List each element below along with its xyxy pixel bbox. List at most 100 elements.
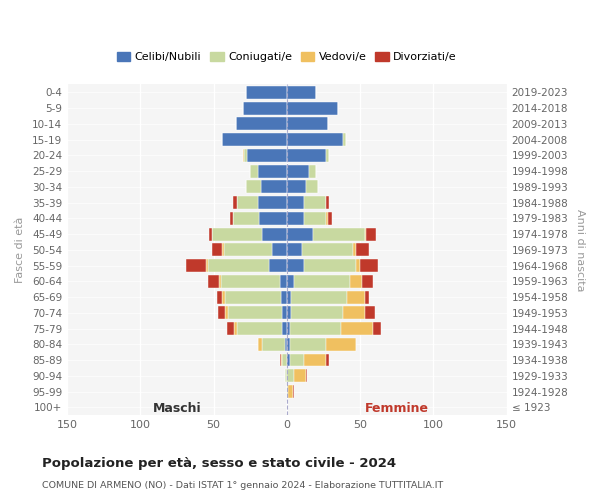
Bar [280, 275, 287, 288]
Bar [233, 212, 259, 225]
Bar [290, 338, 326, 350]
Bar [233, 196, 237, 209]
Bar [287, 149, 326, 162]
Bar [246, 86, 287, 99]
Bar [304, 212, 326, 225]
Bar [244, 149, 247, 162]
Bar [287, 275, 294, 288]
Bar [212, 228, 262, 240]
Legend: Celibi/Nubili, Coniugati/e, Vedovi/e, Divorziati/e: Celibi/Nubili, Coniugati/e, Vedovi/e, Di… [112, 47, 461, 66]
Bar [286, 338, 287, 350]
Bar [302, 244, 353, 256]
Bar [294, 275, 350, 288]
Bar [290, 322, 341, 335]
Bar [212, 244, 223, 256]
Bar [289, 385, 293, 398]
Bar [243, 149, 244, 162]
Bar [365, 290, 369, 304]
Bar [287, 290, 291, 304]
Bar [291, 290, 347, 304]
Bar [294, 370, 306, 382]
Bar [281, 354, 283, 366]
Bar [287, 385, 289, 398]
Bar [257, 338, 262, 350]
Bar [260, 180, 287, 194]
Bar [287, 370, 294, 382]
Bar [218, 306, 226, 320]
Bar [287, 338, 290, 350]
Text: COMUNE DI ARMENO (NO) - Dati ISTAT 1° gennaio 2024 - Elaborazione TUTTITALIA.IT: COMUNE DI ARMENO (NO) - Dati ISTAT 1° ge… [42, 481, 443, 490]
Bar [309, 164, 316, 177]
Bar [347, 290, 365, 304]
Bar [246, 180, 260, 194]
Bar [287, 164, 309, 177]
Bar [262, 338, 286, 350]
Bar [283, 306, 287, 320]
Text: Popolazione per età, sesso e stato civile - 2024: Popolazione per età, sesso e stato civil… [42, 458, 396, 470]
Bar [280, 354, 281, 366]
Bar [262, 228, 287, 240]
Bar [326, 212, 328, 225]
Bar [287, 180, 306, 194]
Bar [281, 290, 287, 304]
Bar [287, 259, 304, 272]
Bar [221, 275, 280, 288]
Bar [326, 196, 329, 209]
Bar [287, 228, 313, 240]
Bar [291, 306, 343, 320]
Bar [328, 212, 332, 225]
Bar [343, 133, 346, 146]
Bar [223, 133, 287, 146]
Bar [290, 354, 304, 366]
Bar [259, 212, 287, 225]
Bar [287, 118, 328, 130]
Bar [247, 149, 287, 162]
Bar [236, 118, 287, 130]
Bar [287, 322, 290, 335]
Bar [353, 244, 356, 256]
Bar [306, 370, 307, 382]
Bar [230, 212, 233, 225]
Bar [224, 244, 272, 256]
Bar [283, 322, 287, 335]
Text: Maschi: Maschi [152, 402, 201, 415]
Bar [343, 306, 365, 320]
Bar [326, 338, 356, 350]
Bar [304, 196, 326, 209]
Bar [287, 102, 338, 114]
Y-axis label: Fasce di età: Fasce di età [15, 216, 25, 283]
Bar [257, 196, 287, 209]
Bar [208, 259, 269, 272]
Bar [287, 196, 304, 209]
Bar [365, 228, 366, 240]
Bar [287, 244, 302, 256]
Bar [287, 306, 291, 320]
Bar [350, 275, 362, 288]
Bar [272, 244, 287, 256]
Bar [226, 306, 228, 320]
Bar [283, 354, 287, 366]
Bar [217, 290, 223, 304]
Bar [257, 164, 287, 177]
Bar [209, 228, 212, 240]
Bar [304, 259, 356, 272]
Bar [313, 228, 365, 240]
Bar [250, 164, 257, 177]
Bar [234, 322, 237, 335]
Bar [223, 244, 224, 256]
Bar [373, 322, 380, 335]
Text: Femmine: Femmine [365, 402, 429, 415]
Bar [304, 354, 326, 366]
Bar [237, 196, 257, 209]
Bar [341, 322, 373, 335]
Y-axis label: Anni di nascita: Anni di nascita [575, 208, 585, 291]
Bar [362, 275, 373, 288]
Bar [356, 259, 360, 272]
Bar [286, 370, 287, 382]
Bar [366, 228, 376, 240]
Bar [223, 290, 226, 304]
Bar [356, 244, 369, 256]
Bar [269, 259, 287, 272]
Bar [287, 86, 316, 99]
Bar [228, 306, 283, 320]
